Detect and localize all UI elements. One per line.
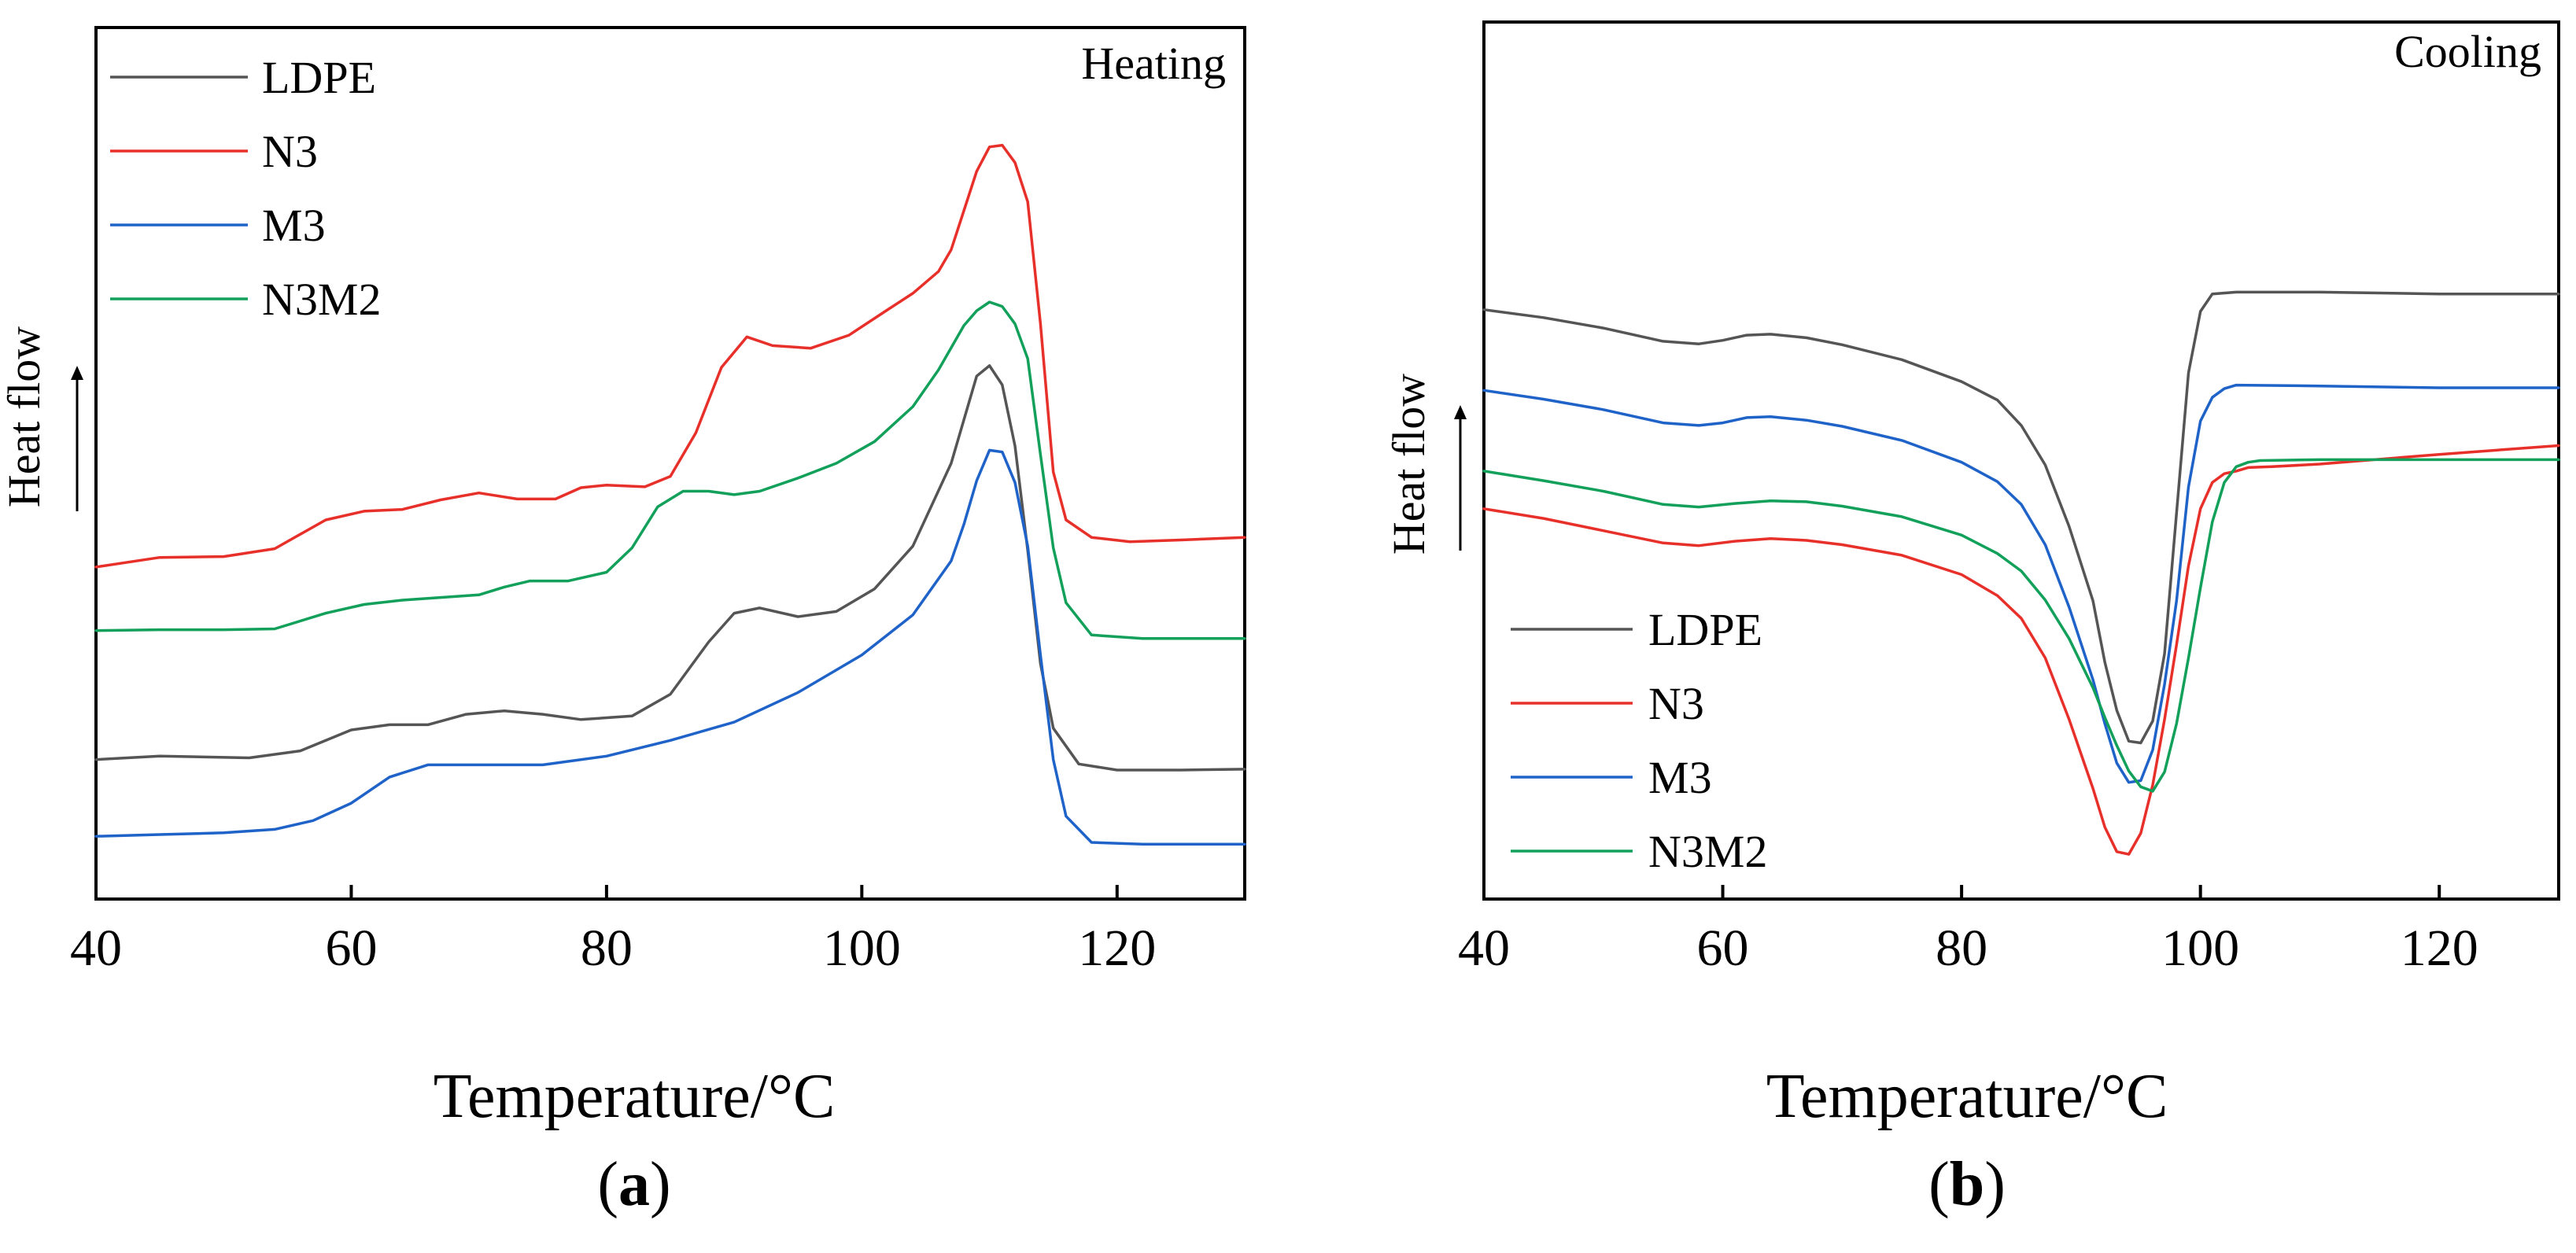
x-tick-label: 80: [581, 919, 633, 977]
series-line-n3m2: [1482, 458, 2560, 793]
legend-label: LDPE: [262, 52, 376, 103]
arrow-up-icon: [71, 366, 83, 380]
x-tick-label: 80: [1936, 919, 1987, 977]
x-tick-label: 100: [2161, 919, 2239, 977]
x-tick-label: 40: [1458, 919, 1510, 977]
series-line-m3: [94, 448, 1246, 846]
x-tick-label: 120: [1078, 919, 1156, 977]
legend-label: LDPE: [1648, 604, 1762, 655]
series-line-ldpe: [94, 364, 1246, 772]
plot-frame: [94, 26, 1246, 901]
x-axis-label: Temperature/°C: [1766, 1062, 2168, 1131]
legend-label: M3: [1648, 752, 1712, 803]
legend: LDPE N3 M3 N3M2: [1511, 604, 1767, 877]
x-tick-label: 120: [2401, 919, 2478, 977]
chart-panel-b: 40 60 80 100 120 LDPE N3 M3 N3M2 Cooling Heat flow…: [1383, 20, 2560, 1219]
legend-label: N3: [262, 126, 318, 177]
mode-annotation: Cooling: [2394, 26, 2541, 77]
x-tick-label: 60: [1697, 919, 1749, 977]
x-tick-label: 40: [70, 919, 122, 977]
legend-label: M3: [262, 200, 326, 251]
x-tick-label: 60: [325, 919, 377, 977]
mode-annotation: Heating: [1081, 38, 1226, 89]
x-axis-label: Temperature/°C: [434, 1062, 836, 1131]
y-axis-label: Heat flow: [0, 326, 50, 507]
legend-label: N3M2: [1648, 826, 1767, 877]
series-line-n3m2: [94, 300, 1246, 640]
legend: LDPE N3 M3 N3M2: [110, 52, 381, 325]
legend-label: N3: [1648, 678, 1704, 729]
x-tick-label: 100: [823, 919, 901, 977]
arrow-up-icon: [1454, 405, 1467, 419]
series-line-ldpe: [1482, 290, 2560, 745]
legend-label: N3M2: [262, 274, 381, 325]
series-line-n3: [94, 143, 1246, 569]
series-line-m3: [1482, 383, 2560, 784]
panel-label: (b): [1928, 1150, 2006, 1219]
chart-panel-a: 40 60 80 100 120 LDPE N3 M3 N3M2 Heating Heat flow…: [0, 26, 1246, 1219]
y-axis-label: Heat flow: [1383, 374, 1434, 555]
panel-label: (a): [597, 1150, 670, 1219]
